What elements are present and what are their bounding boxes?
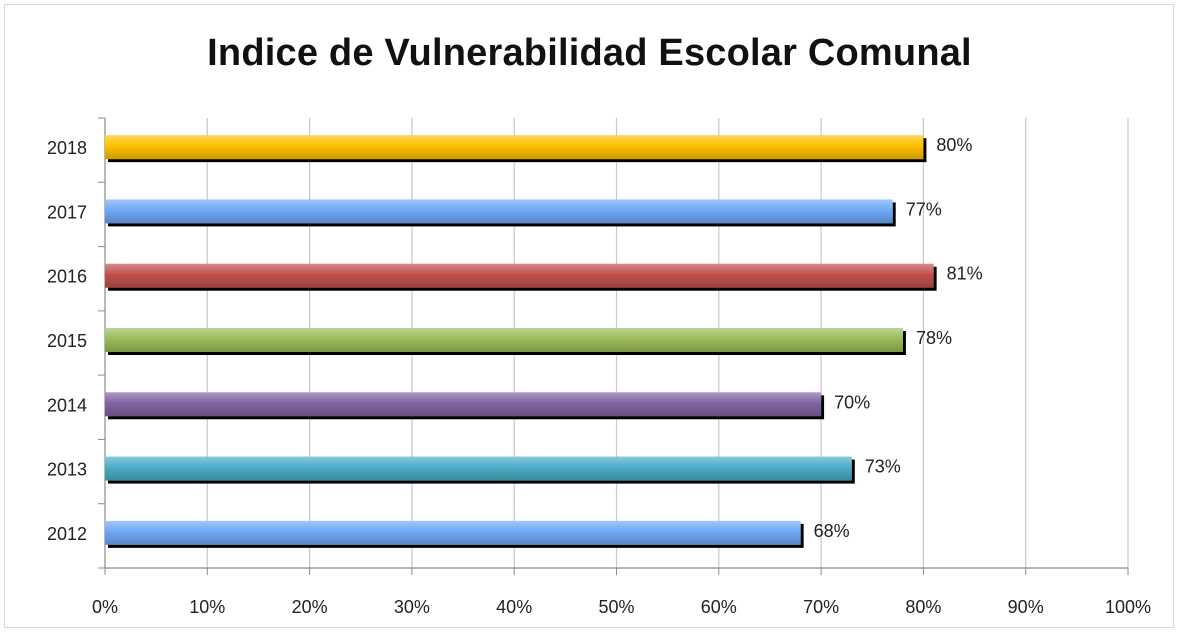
y-tick-label: 2014 [47,395,87,415]
y-tick-label: 2013 [47,460,87,480]
y-tick-label: 2017 [47,202,87,222]
x-tick-label: 60% [701,597,737,617]
data-label: 80% [936,135,972,155]
chart-title: Indice de Vulnerabilidad Escolar Comunal [207,32,972,74]
y-tick-label: 2016 [47,267,87,287]
bar-2017 [105,199,893,224]
y-tick-label: 2012 [47,524,87,544]
data-label: 81% [947,264,983,284]
bar-2016 [105,263,934,288]
x-tick-label: 20% [292,597,328,617]
x-tick-label: 70% [803,597,839,617]
bar-2015 [105,328,903,352]
y-tick-label: 2015 [47,331,87,351]
bars [105,135,934,545]
y-tick-label: 2018 [47,138,87,158]
x-tick-label: 90% [1008,597,1044,617]
bar-2013 [105,456,852,481]
data-label: 73% [865,457,901,477]
x-tick-label: 10% [189,597,225,617]
bar-2014 [105,392,822,417]
x-tick-label: 80% [905,597,941,617]
bar-2012 [105,520,801,545]
x-tick-label: 50% [598,597,634,617]
x-tick-label: 0% [92,597,118,617]
data-label: 68% [814,521,850,541]
x-tick-label: 40% [496,597,532,617]
data-label: 78% [916,328,952,348]
x-tick-label: 100% [1105,597,1151,617]
data-label: 77% [906,199,942,219]
x-tick-label: 30% [394,597,430,617]
bar-2018 [105,135,924,160]
data-label: 70% [834,392,870,412]
labels: 0% 10% 20% 30% 40% 50% 60% 70% 80% 90% 100% 2018 80%… [47,135,1151,617]
